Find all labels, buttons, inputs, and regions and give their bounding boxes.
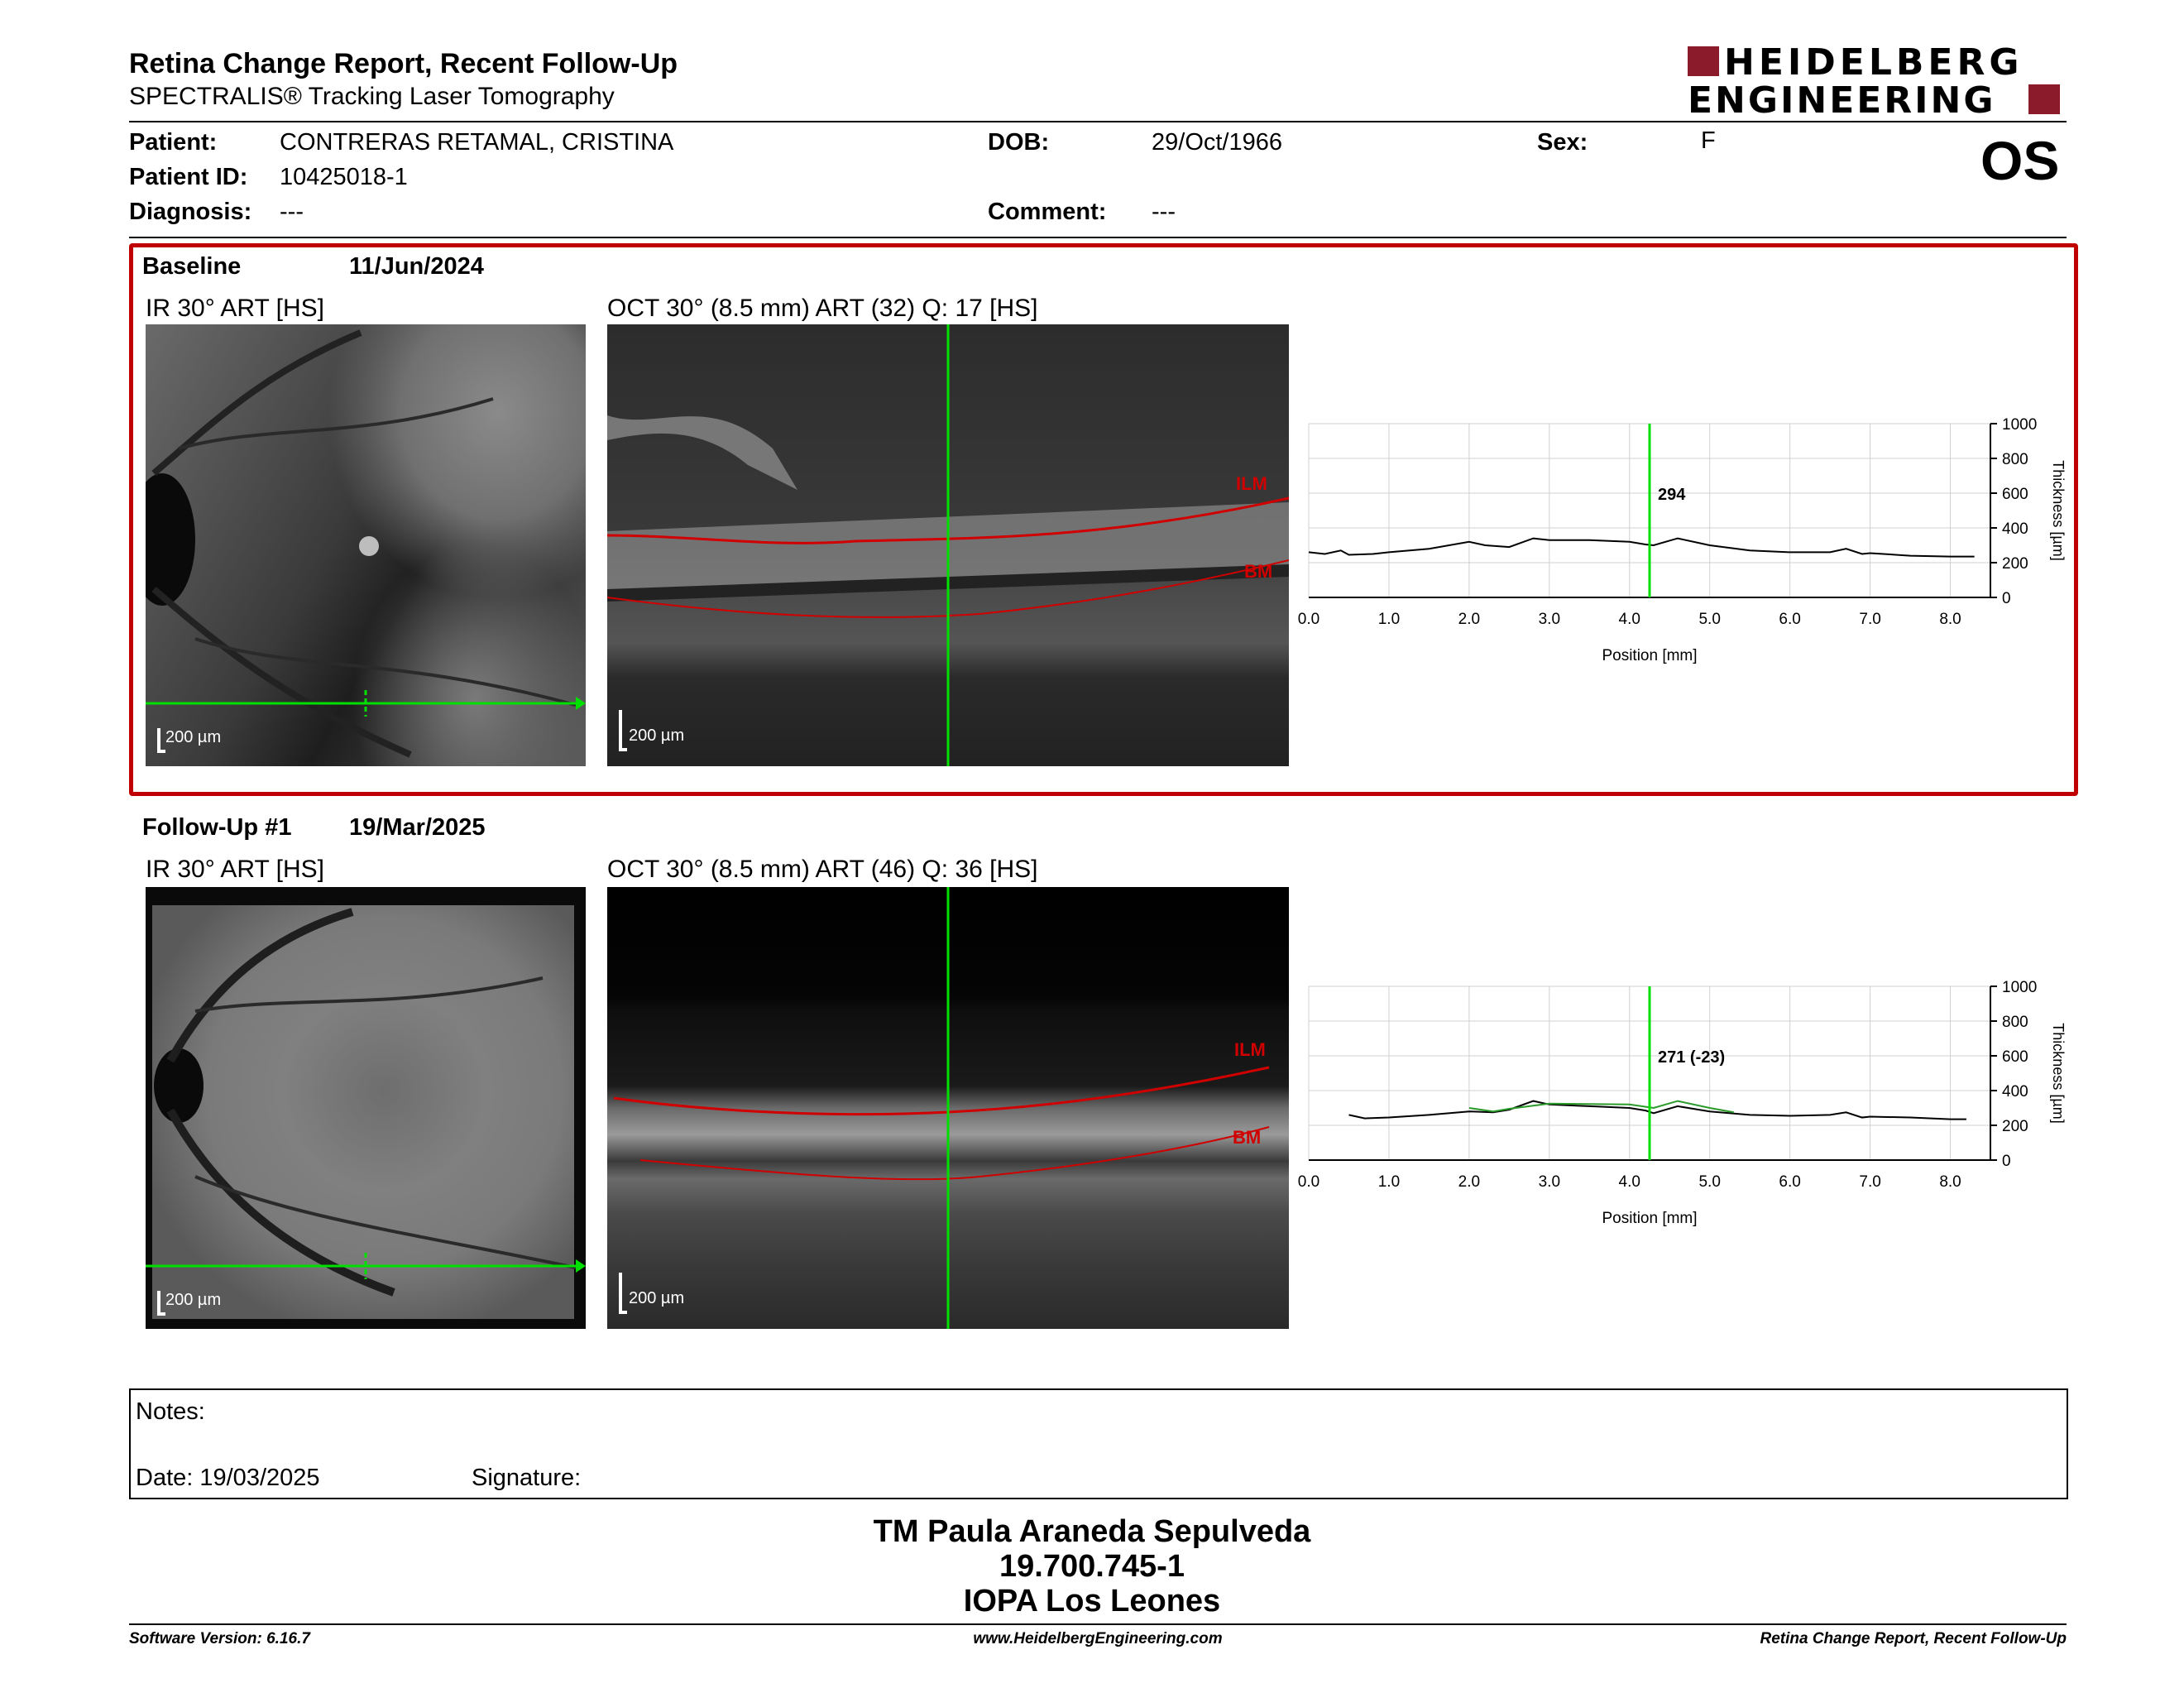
followup-thickness-chart: 0.0 1.0 2.0 3.0 4.0 5.0 6.0 7.0 8.0 0 200 400 600 800… xyxy=(1298,979,2067,1227)
baseline-oct-title: OCT 30° (8.5 mm) ART (32) Q: 17 [HS] xyxy=(607,295,1038,322)
x-tick-label: 4.0 xyxy=(1619,611,1640,628)
patient-name: CONTRERAS RETAMAL, CRISTINA xyxy=(280,129,674,156)
baseline-ir-title: IR 30° ART [HS] xyxy=(146,295,324,322)
y-tick-label: 1000 xyxy=(2002,416,2037,434)
diagnosis-label: Diagnosis: xyxy=(129,199,252,225)
y-tick-label: 200 xyxy=(2002,1118,2028,1135)
eye-label: OS xyxy=(1980,130,2060,191)
patient-id-label: Patient ID: xyxy=(129,164,248,190)
x-tick-label: 8.0 xyxy=(1939,611,1961,628)
marker-value-label: 271 (-23) xyxy=(1658,1048,1725,1067)
baseline-ilm-label: ILM xyxy=(1236,473,1267,494)
followup-ir-image[interactable]: 200 µm xyxy=(146,887,586,1329)
logo-square-icon xyxy=(1688,46,1719,76)
logo-line1: HEIDELBERG xyxy=(1724,41,2024,84)
x-tick-label: 8.0 xyxy=(1939,1173,1961,1191)
series-line xyxy=(1468,1100,1734,1114)
y-tick-label: 800 xyxy=(2002,1014,2028,1031)
x-tick-label: 0.0 xyxy=(1298,1173,1320,1191)
y-axis-label: Thickness [µm] xyxy=(2050,1023,2067,1123)
y-tick-label: 600 xyxy=(2002,486,2028,503)
y-axis-label: Thickness [µm] xyxy=(2050,460,2067,560)
info-divider xyxy=(129,237,2067,238)
dob-label: DOB: xyxy=(988,129,1050,156)
x-tick-label: 6.0 xyxy=(1779,1173,1800,1191)
logo-line2: ENGINEERING xyxy=(1688,79,1996,122)
followup-bm-label: BM xyxy=(1233,1127,1262,1148)
x-tick-label: 2.0 xyxy=(1458,611,1480,628)
x-tick-label: 3.0 xyxy=(1539,611,1560,628)
notes-box[interactable] xyxy=(129,1388,2068,1499)
y-tick-label: 0 xyxy=(2002,1153,2011,1170)
baseline-ir-scalebar: 200 µm xyxy=(157,728,240,753)
baseline-bm-label: BM xyxy=(1244,561,1273,582)
y-tick-label: 400 xyxy=(2002,520,2028,538)
baseline-date: 11/Jun/2024 xyxy=(349,253,484,280)
baseline-label: Baseline xyxy=(142,253,242,280)
notes-signature-label: Signature: xyxy=(472,1465,582,1491)
heidelberg-logo: HEIDELBERG ENGINEERING xyxy=(1688,41,2068,122)
baseline-ir-image[interactable]: 200 µm xyxy=(146,324,586,766)
sex-value: F xyxy=(1701,127,1716,154)
signer-org: IOPA Los Leones xyxy=(963,1584,1221,1618)
followup-oct-image[interactable]: ILM BM 200 µm xyxy=(607,887,1289,1329)
x-tick-label: 1.0 xyxy=(1378,611,1400,628)
logo-square-icon xyxy=(2028,84,2060,114)
x-tick-label: 4.0 xyxy=(1619,1173,1640,1191)
x-tick-label: 1.0 xyxy=(1378,1173,1400,1191)
dob-value: 29/Oct/1966 xyxy=(1152,129,1282,156)
x-axis-label: Position [mm] xyxy=(1602,1210,1697,1227)
y-tick-label: 0 xyxy=(2002,590,2011,607)
x-tick-label: 6.0 xyxy=(1779,611,1800,628)
patient-label: Patient: xyxy=(129,129,218,156)
comment-label: Comment: xyxy=(988,199,1107,225)
followup-date: 19/Mar/2025 xyxy=(349,814,486,841)
series-line xyxy=(1348,1100,1966,1120)
comment-value: --- xyxy=(1152,199,1176,225)
x-tick-label: 5.0 xyxy=(1698,1173,1720,1191)
x-tick-label: 7.0 xyxy=(1859,611,1880,628)
followup-ilm-label: ILM xyxy=(1234,1039,1266,1060)
followup-label: Follow-Up #1 xyxy=(142,814,292,841)
footer-report-name: Retina Change Report, Recent Follow-Up xyxy=(1760,1630,2067,1647)
y-tick-label: 600 xyxy=(2002,1048,2028,1066)
x-tick-label: 2.0 xyxy=(1458,1173,1480,1191)
software-version: Software Version: 6.16.7 xyxy=(129,1630,310,1647)
report-subtitle: SPECTRALIS® Tracking Laser Tomography xyxy=(129,83,615,110)
followup-oct-title: OCT 30° (8.5 mm) ART (46) Q: 36 [HS] xyxy=(607,856,1038,883)
x-tick-label: 7.0 xyxy=(1859,1173,1880,1191)
baseline-frame xyxy=(129,243,2078,796)
header-divider xyxy=(129,121,2067,122)
x-tick-label: 3.0 xyxy=(1539,1173,1560,1191)
sex-label: Sex: xyxy=(1537,129,1588,156)
followup-ir-scalebar: 200 µm xyxy=(157,1291,240,1316)
signer-name: TM Paula Araneda Sepulveda xyxy=(873,1514,1311,1549)
website-link[interactable]: www.HeidelbergEngineering.com xyxy=(973,1630,1223,1647)
x-tick-label: 0.0 xyxy=(1298,611,1320,628)
baseline-oct-scalebar: 200 µm xyxy=(619,710,702,751)
y-tick-label: 400 xyxy=(2002,1083,2028,1101)
x-tick-label: 5.0 xyxy=(1698,611,1720,628)
x-axis-label: Position [mm] xyxy=(1602,647,1697,664)
baseline-oct-image[interactable]: ILM BM 200 µm xyxy=(607,324,1289,766)
y-tick-label: 800 xyxy=(2002,451,2028,468)
footer-divider xyxy=(129,1623,2067,1625)
notes-label: Notes: xyxy=(136,1398,205,1425)
diagnosis-value: --- xyxy=(280,199,304,225)
marker-value-label: 294 xyxy=(1658,486,1686,504)
notes-date: Date: 19/03/2025 xyxy=(136,1465,320,1491)
followup-oct-scalebar: 200 µm xyxy=(619,1273,702,1314)
baseline-thickness-chart: 0.0 1.0 2.0 3.0 4.0 5.0 6.0 7.0 8.0 0 200 400 600 800… xyxy=(1298,416,2067,664)
followup-ir-title: IR 30° ART [HS] xyxy=(146,856,324,883)
y-tick-label: 1000 xyxy=(2002,979,2037,996)
report-title: Retina Change Report, Recent Follow-Up xyxy=(129,48,678,79)
patient-id: 10425018-1 xyxy=(280,164,408,190)
y-tick-label: 200 xyxy=(2002,555,2028,573)
series-line xyxy=(1308,537,1975,558)
signer-rut: 19.700.745-1 xyxy=(999,1549,1185,1584)
